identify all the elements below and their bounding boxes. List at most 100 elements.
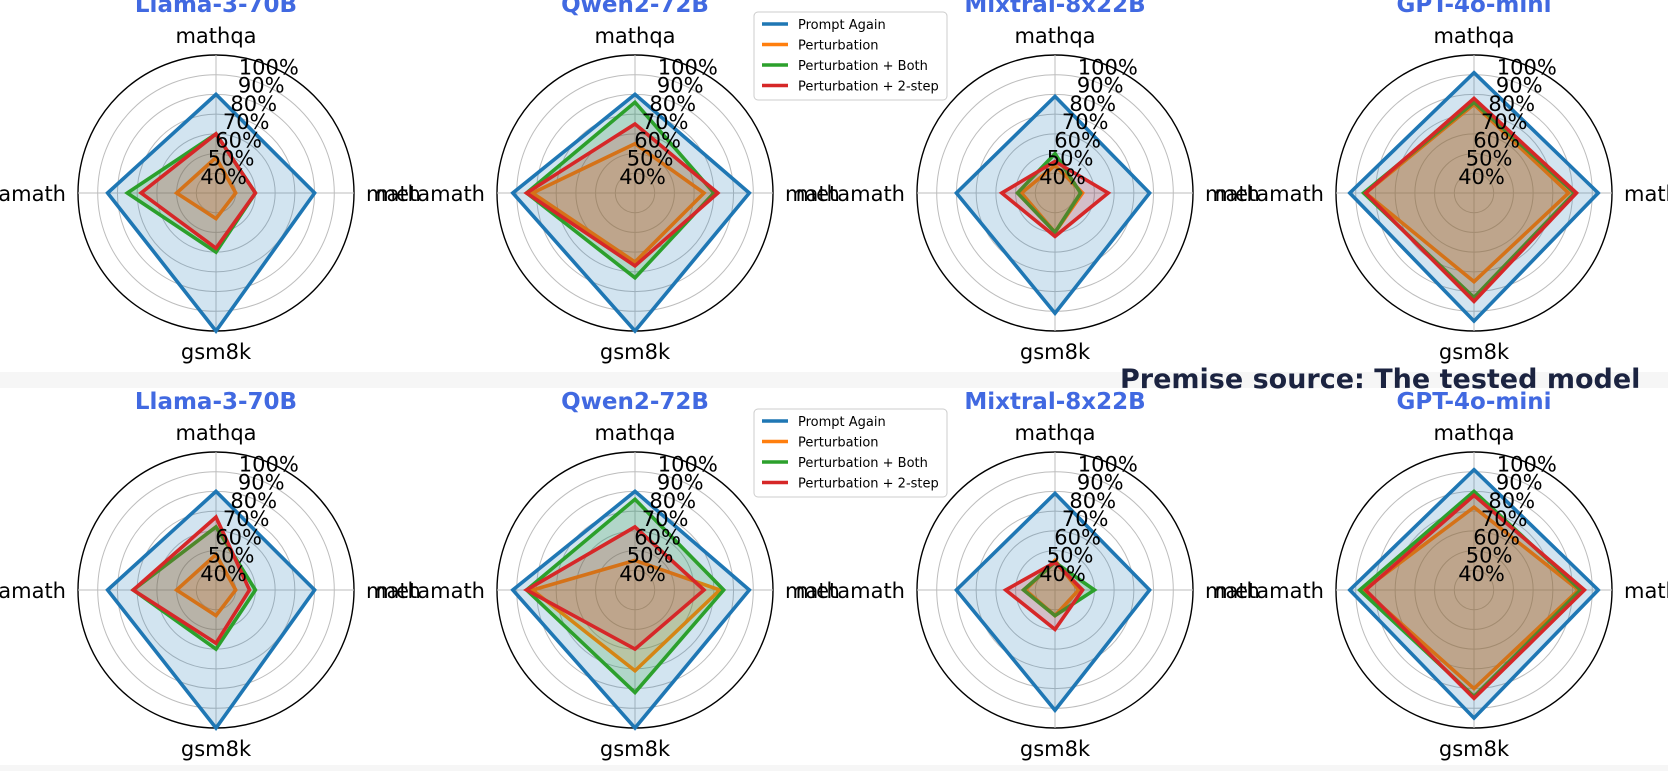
- radial-tick-label: 70%: [1062, 507, 1109, 531]
- radar-chart-gpt-4o-mini: 40%50%60%70%80%90%100% mathqa math gsm8k met…: [1215, 0, 1668, 364]
- radial-tick-label: 80%: [1488, 92, 1535, 116]
- series-perturbation-2-step: [522, 524, 707, 652]
- legend-entry: Perturbation + Both: [798, 456, 928, 471]
- radial-tick-label: 90%: [238, 74, 285, 98]
- radar-chart-llama-3-70b: 40%50%60%70%80%90%100% mathqa math gsm8k met…: [0, 389, 421, 761]
- chart-title: Llama-3-70B: [135, 0, 297, 18]
- legend-entry: Perturbation + 2-step: [798, 80, 939, 95]
- series-perturbation-both: [1020, 560, 1098, 618]
- radial-tick-label: 40%: [1458, 165, 1505, 189]
- series-perturbation-2-step: [138, 131, 258, 251]
- axis-label-mathqa: mathqa: [175, 421, 256, 445]
- axis-label-mathqa: mathqa: [1014, 421, 1095, 445]
- radial-tick-label: 50%: [208, 544, 255, 568]
- legend: Prompt Again Perturbation Perturbation + B…: [753, 408, 948, 498]
- axis-label-math: math: [366, 182, 421, 206]
- legend: Prompt Again Perturbation Perturbation + B…: [753, 11, 948, 101]
- radial-tick-label: 100%: [658, 453, 718, 477]
- section-divider: [0, 372, 1668, 388]
- radial-tick-label: 50%: [208, 147, 255, 171]
- radar-chart-gpt-4o-mini: 40%50%60%70%80%90%100% mathqa math gsm8k met…: [1215, 389, 1668, 761]
- radial-tick-label: 90%: [1077, 471, 1124, 495]
- radial-tick-label: 70%: [1481, 110, 1528, 134]
- series-prompt-again: [1347, 467, 1601, 721]
- radial-tick-label: 100%: [658, 56, 718, 80]
- radial-tick-label: 80%: [649, 92, 696, 116]
- radial-tick-label: 100%: [1497, 453, 1557, 477]
- chart-title: Llama-3-70B: [135, 389, 297, 415]
- axis-label-gsm8k: gsm8k: [181, 340, 252, 364]
- radial-tick-label: 60%: [215, 128, 262, 152]
- axis-label-mathqa: mathqa: [594, 421, 675, 445]
- radial-tick-label: 100%: [239, 56, 299, 80]
- axis-label-mathqa: mathqa: [594, 24, 675, 48]
- radial-tick-label: 40%: [200, 165, 247, 189]
- series-perturbation: [173, 551, 238, 619]
- series-perturbation-both: [130, 524, 258, 652]
- section-label: Premise source: The tested model: [1120, 364, 1641, 395]
- axis-label-math: math: [1624, 579, 1668, 603]
- radial-tick-label: 80%: [649, 489, 696, 513]
- series-perturbation-2-step: [130, 514, 252, 646]
- legend-entry: Perturbation: [798, 39, 879, 54]
- radial-tick-label: 40%: [200, 562, 247, 586]
- series-perturbation-both: [523, 496, 727, 696]
- chart-title: Qwen2-72B: [561, 389, 709, 415]
- radial-tick-label: 80%: [230, 92, 277, 116]
- axis-label-math: math: [785, 182, 840, 206]
- axis-label-gsm8k: gsm8k: [181, 737, 252, 761]
- chart-title: GPT-4o-mini: [1396, 389, 1551, 415]
- axis-label-metamath: metamath: [376, 579, 485, 603]
- radar-chart-mixtral-8x22b: 40%50%60%70%80%90%100% mathqa math gsm8k met…: [796, 389, 1260, 761]
- radial-tick-label: 100%: [1497, 56, 1557, 80]
- radial-tick-label: 40%: [1039, 562, 1086, 586]
- series-perturbation-both: [523, 99, 717, 281]
- radial-tick-label: 40%: [619, 562, 666, 586]
- axis-label-gsm8k: gsm8k: [600, 340, 671, 364]
- radial-tick-label: 50%: [627, 544, 674, 568]
- radial-tick-label: 70%: [223, 110, 270, 134]
- radial-tick-label: 90%: [657, 471, 704, 495]
- series-perturbation-both: [1015, 150, 1083, 236]
- series-perturbation: [1360, 504, 1582, 692]
- radial-tick-label: 60%: [634, 128, 681, 152]
- radial-tick-label: 80%: [1069, 92, 1116, 116]
- series-perturbation-2-step: [998, 159, 1112, 239]
- axis-label-gsm8k: gsm8k: [1020, 340, 1091, 364]
- series-perturbation-2-step: [1002, 560, 1085, 633]
- legend-frame: [753, 11, 948, 101]
- radial-tick-label: 70%: [642, 110, 689, 134]
- axis-label-mathqa: mathqa: [1433, 24, 1514, 48]
- bottom-divider: [0, 765, 1668, 771]
- radial-tick-label: 70%: [1481, 507, 1528, 531]
- radial-tick-label: 100%: [239, 453, 299, 477]
- radial-tick-label: 40%: [1039, 165, 1086, 189]
- legend-frame: [753, 408, 948, 498]
- series-perturbation: [528, 141, 707, 265]
- radar-chart-qwen2-72b: 40%50%60%70%80%90%100% mathqa math gsm8k met…: [376, 389, 948, 761]
- series-prompt-again: [1347, 70, 1601, 324]
- radial-tick-label: 80%: [230, 489, 277, 513]
- radial-tick-label: 90%: [238, 471, 285, 495]
- radial-tick-label: 60%: [1054, 525, 1101, 549]
- radial-tick-label: 60%: [1473, 525, 1520, 549]
- axis-label-metamath: metamath: [0, 579, 66, 603]
- radial-tick-label: 50%: [1047, 544, 1094, 568]
- axis-label-mathqa: mathqa: [1433, 421, 1514, 445]
- legend-entry: Perturbation: [798, 436, 879, 451]
- axis-label-math: math: [1205, 182, 1260, 206]
- axis-label-metamath: metamath: [796, 182, 905, 206]
- chart-title: Qwen2-72B: [561, 0, 709, 18]
- radial-tick-label: 70%: [223, 507, 270, 531]
- axis-label-metamath: metamath: [1215, 579, 1324, 603]
- radial-tick-label: 80%: [1488, 489, 1535, 513]
- legend-entry: Perturbation + 2-step: [798, 477, 939, 492]
- radial-tick-label: 80%: [1069, 489, 1116, 513]
- radial-tick-label: 60%: [1473, 128, 1520, 152]
- series-perturbation-2-step: [1362, 493, 1588, 701]
- axis-label-metamath: metamath: [796, 579, 905, 603]
- axis-label-gsm8k: gsm8k: [1439, 737, 1510, 761]
- radar-chart-llama-3-70b: 40%50%60%70%80%90%100% mathqa math gsm8k met…: [0, 0, 421, 364]
